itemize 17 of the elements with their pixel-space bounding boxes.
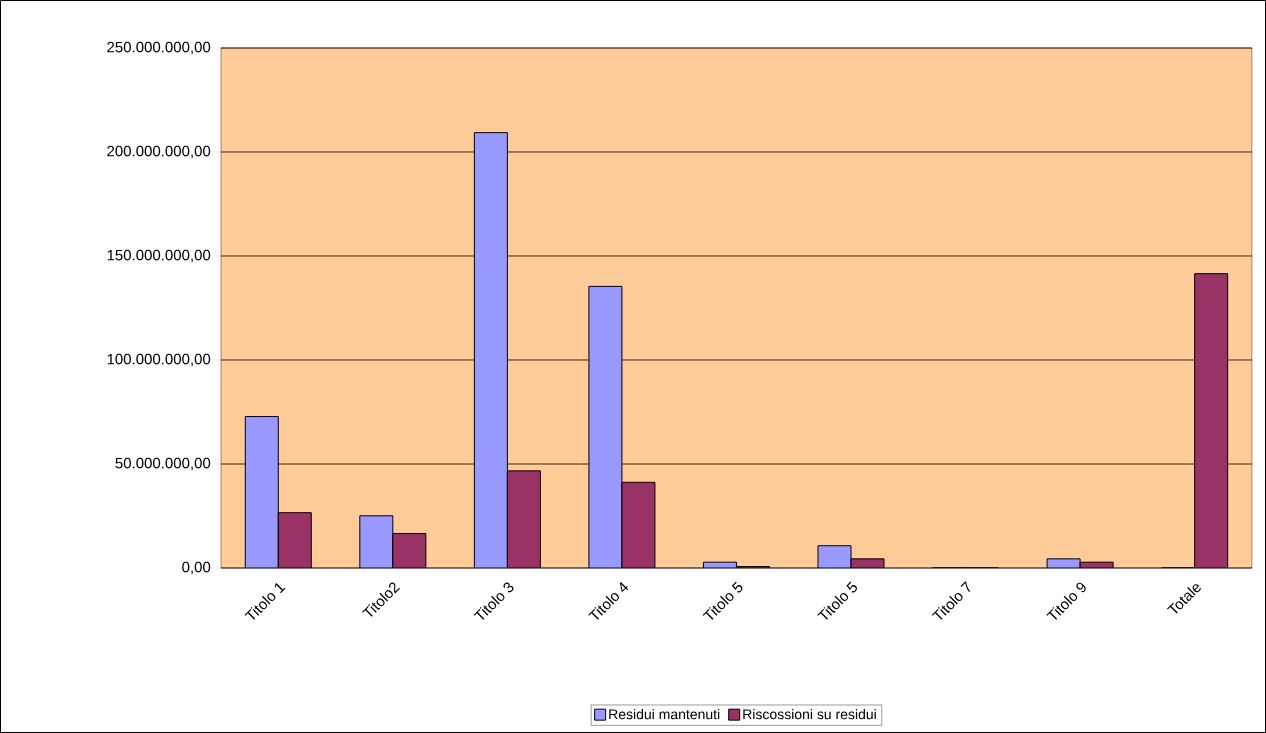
y-tick-label: 250.000.000,00 xyxy=(107,41,211,55)
bar xyxy=(359,515,394,568)
y-tick-label: 0,00 xyxy=(182,561,211,575)
legend-label: Residui mantenuti xyxy=(609,708,720,720)
bar xyxy=(473,132,508,568)
bar xyxy=(244,416,279,568)
bar xyxy=(506,470,541,568)
bar xyxy=(621,481,656,568)
legend-label: Riscossioni su residui xyxy=(743,708,876,720)
bar xyxy=(588,285,623,568)
y-tick-label: 200.000.000,00 xyxy=(107,145,211,159)
y-tick-label: 50.000.000,00 xyxy=(115,457,211,471)
bar xyxy=(277,512,312,568)
bar xyxy=(392,532,427,568)
y-tick-label: 150.000.000,00 xyxy=(107,249,211,263)
y-tick-label: 100.000.000,00 xyxy=(107,353,211,367)
bar xyxy=(1194,273,1229,568)
